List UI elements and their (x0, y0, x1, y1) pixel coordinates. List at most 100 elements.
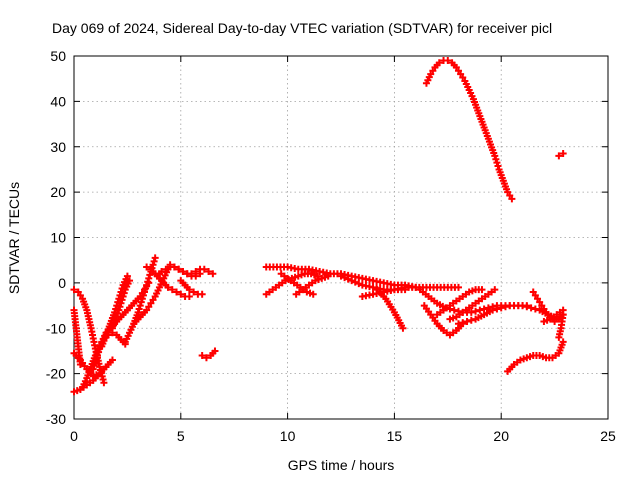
series-track-25 (433, 286, 486, 319)
data-point (348, 277, 356, 285)
data-point (151, 254, 159, 262)
data-point (142, 285, 150, 293)
data-point (173, 288, 181, 296)
data-point (454, 320, 462, 328)
series-track-7 (98, 272, 131, 350)
data-point (148, 264, 156, 272)
data-point (355, 280, 363, 288)
series-track-13 (166, 261, 217, 278)
series-track-27 (454, 302, 531, 328)
data-point (139, 291, 147, 299)
data-point (118, 296, 126, 304)
y-tick-label: -10 (46, 320, 66, 336)
data-point (92, 355, 100, 363)
data-point (337, 272, 345, 280)
data-point (472, 307, 480, 315)
x-tick-label: 20 (493, 428, 509, 444)
data-point (177, 290, 185, 298)
series-track-22 (373, 286, 407, 332)
y-tick-label: 50 (50, 48, 66, 64)
data-point (555, 152, 563, 160)
data-point (116, 303, 124, 311)
data-point (187, 270, 195, 278)
data-point (162, 265, 170, 273)
data-point (341, 274, 349, 282)
data-point (198, 290, 206, 298)
data-point (491, 152, 499, 160)
data-point (119, 292, 127, 300)
data-point (90, 362, 98, 370)
data-point (493, 159, 501, 167)
x-axis-label: GPS time / hours (288, 457, 395, 473)
data-point (324, 272, 332, 280)
chart-title: Day 069 of 2024, Sidereal Day-to-day VTE… (52, 20, 552, 36)
data-point (170, 263, 178, 271)
data-point (527, 304, 535, 312)
data-point (491, 286, 499, 294)
data-point (140, 288, 148, 296)
data-point (508, 195, 516, 203)
data-point (93, 351, 101, 359)
data-point (489, 306, 497, 314)
data-point (115, 306, 123, 314)
tick-layer: 0 5 10 15 20 25 -30 -20 -10 0 10 20 30 40 50 (46, 48, 616, 444)
data-point (476, 306, 484, 314)
data-point (559, 306, 567, 314)
data-point (150, 257, 158, 265)
data-point (93, 372, 101, 380)
series-track-9 (121, 254, 159, 346)
data-point (117, 299, 125, 307)
data-point (185, 292, 193, 300)
data-point (454, 307, 462, 315)
data-point (143, 281, 151, 289)
data-point (205, 268, 213, 276)
data-point (314, 272, 322, 280)
data-point (123, 272, 131, 280)
data-point (168, 286, 176, 294)
x-tick-label: 10 (280, 428, 296, 444)
data-point (192, 268, 200, 276)
y-tick-label: 20 (50, 184, 66, 200)
data-point (144, 278, 152, 286)
y-tick-label: 30 (50, 139, 66, 155)
y-tick-label: 10 (50, 230, 66, 246)
data-point (175, 265, 183, 273)
data-point (134, 308, 142, 316)
data-point (493, 305, 501, 313)
data-point (145, 274, 153, 282)
series-track-2 (70, 349, 116, 380)
data-point (190, 288, 198, 296)
data-point (143, 263, 151, 271)
data-point (467, 316, 475, 324)
data-point (478, 286, 486, 294)
series-track-33 (540, 306, 567, 325)
data-point (126, 277, 134, 285)
series-track-19 (292, 272, 332, 298)
data-point (135, 305, 143, 313)
data-point (309, 290, 317, 298)
data-point (454, 283, 462, 291)
series-track-17 (262, 270, 322, 298)
series-track-14 (177, 277, 206, 298)
data-point (494, 162, 502, 170)
series-track-15 (198, 347, 219, 362)
data-point (179, 268, 187, 276)
grid-layer (74, 56, 608, 419)
data-point (95, 348, 103, 356)
data-point (435, 59, 443, 67)
data-point (136, 302, 144, 310)
data-point (531, 305, 539, 313)
data-point (492, 155, 500, 163)
y-tick-label: -20 (46, 366, 66, 382)
data-point (497, 304, 505, 312)
data-point (559, 150, 567, 158)
data-point (551, 317, 559, 325)
data-point (138, 295, 146, 303)
data-point (412, 283, 420, 291)
x-tick-label: 0 (70, 428, 78, 444)
data-point (158, 268, 166, 276)
data-point (91, 358, 99, 366)
y-axis-label: SDTVAR / TECUs (6, 182, 22, 294)
y-tick-label: -30 (46, 411, 66, 427)
